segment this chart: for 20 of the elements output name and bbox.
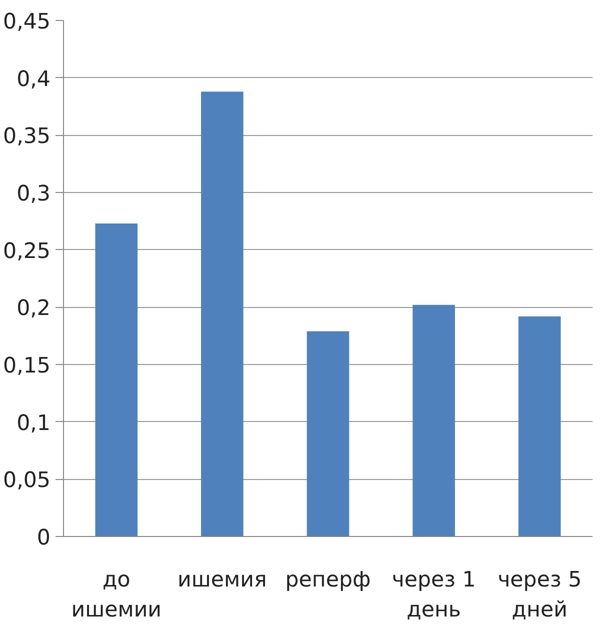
x-tick-label: реперф	[285, 568, 371, 592]
y-tick-label: 0,45	[3, 10, 51, 34]
bar	[306, 331, 350, 536]
bar	[95, 223, 138, 536]
y-tick-label: 0,4	[16, 66, 51, 92]
x-tick-label: через 1 день	[392, 568, 476, 622]
bar	[412, 304, 455, 536]
x-tick-label: через 5 дней	[498, 568, 582, 622]
x-tick-label: ишемия	[178, 568, 267, 592]
y-tick-label: 0,05	[3, 468, 51, 494]
y-tick-label: 0,2	[16, 296, 51, 322]
y-tick-label: 0,1	[16, 410, 51, 436]
y-tick-label: 0,25	[3, 238, 51, 264]
y-tick-label: 0,15	[3, 354, 51, 378]
y-tick-label: 0	[36, 526, 51, 550]
x-tick-label: до ишемии	[71, 568, 162, 622]
y-tick-label: 0,35	[3, 124, 51, 150]
bar	[518, 316, 561, 536]
y-tick-label: 0,3	[16, 182, 51, 206]
bar	[201, 92, 244, 536]
